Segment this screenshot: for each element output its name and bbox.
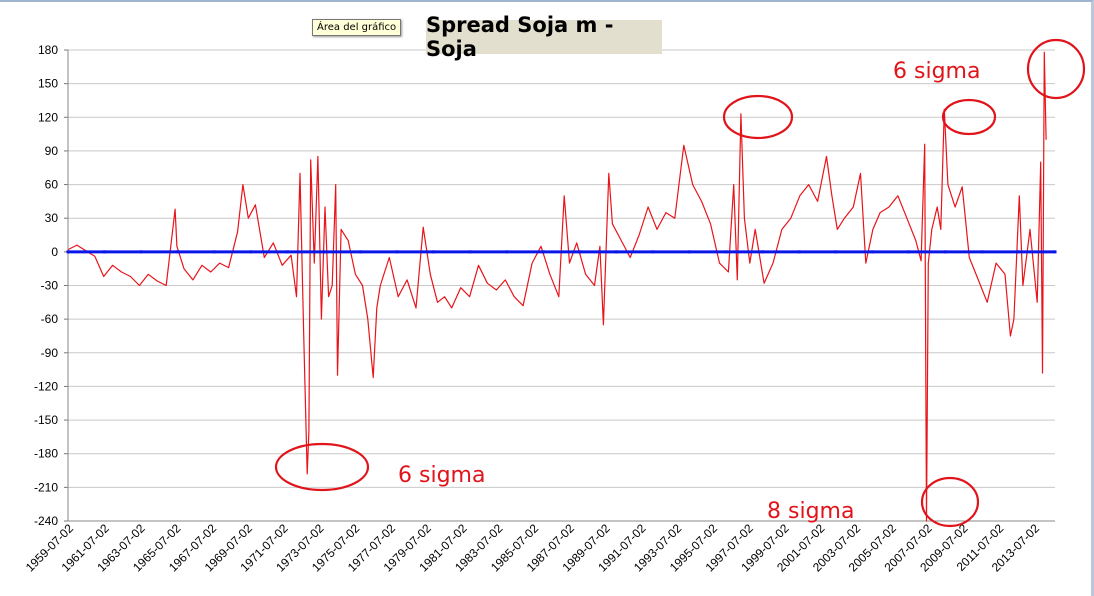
- zero-line-marker: [761, 250, 765, 254]
- zero-line-marker: [578, 250, 582, 254]
- y-tick-label: 180: [38, 43, 58, 57]
- y-tick-label: -210: [34, 480, 58, 494]
- y-tick-label: -240: [34, 514, 58, 528]
- zero-line-marker: [212, 250, 216, 254]
- annotation-label-bottom-left: 6 sigma: [398, 463, 486, 488]
- zero-line-marker: [687, 250, 691, 254]
- zero-line-marker: [614, 250, 618, 254]
- annotation-ellipses: [274, 38, 1086, 528]
- y-tick-label: 30: [45, 211, 59, 225]
- annotation-label-bottom-right: 8 sigma: [767, 499, 855, 524]
- zero-line-marker: [907, 250, 911, 254]
- y-tick-label: 60: [45, 178, 59, 192]
- y-tick-label: 120: [38, 110, 58, 124]
- zero-line-marker: [724, 250, 728, 254]
- annotation-ellipse-peak-1997: [722, 94, 794, 140]
- annotation-label-top: 6 sigma: [893, 59, 981, 84]
- zero-line-marker: [432, 250, 436, 254]
- y-axis-ticks: 180 150 120 90 60 30 0 -30 -60 -90 -120 -150 -180 -21…: [34, 43, 58, 528]
- annotation-ellipse-low-2007: [920, 476, 980, 528]
- zero-line-marker: [980, 250, 984, 254]
- zero-line-marker: [66, 250, 70, 254]
- zero-line-marker: [870, 250, 874, 254]
- zero-line-marker: [176, 250, 180, 254]
- zero-line-marker: [1053, 250, 1057, 254]
- y-tick-label: -150: [34, 413, 58, 427]
- y-tick-label: -30: [41, 279, 59, 293]
- annotation-ellipse-low-1973: [274, 442, 370, 492]
- zero-line-marker: [541, 250, 545, 254]
- x-axis-ticks: 1959-07-021961-07-021963-07-021965-07-02…: [23, 521, 1043, 575]
- zero-line-marker: [358, 250, 362, 254]
- zero-line-marker: [249, 250, 253, 254]
- y-tick-label: 150: [38, 77, 58, 91]
- zero-line-marker: [468, 250, 472, 254]
- zero-line-marker: [834, 250, 838, 254]
- spread-series-line: [67, 51, 1047, 522]
- series-layer: [66, 51, 1057, 522]
- y-tick-label: -120: [34, 379, 58, 393]
- chart-title: Spread Soja m - Soja: [426, 13, 662, 61]
- y-tick-label: -60: [41, 312, 59, 326]
- zero-line-marker: [103, 250, 107, 254]
- zero-line-marker: [943, 250, 947, 254]
- tooltip: Área del gráfico: [312, 19, 402, 36]
- zero-line-marker: [651, 250, 655, 254]
- y-tick-label: -90: [41, 346, 59, 360]
- y-tick-label: 0: [51, 245, 58, 259]
- annotation-ellipse-peak-2014: [1026, 38, 1086, 100]
- annotation-ellipse-peak-2008: [941, 98, 997, 136]
- zero-line-marker: [322, 250, 326, 254]
- zero-line-marker: [1016, 250, 1020, 254]
- y-tick-label: 90: [45, 144, 59, 158]
- zero-line-marker: [395, 250, 399, 254]
- zero-line-marker: [505, 250, 509, 254]
- zero-line-marker: [797, 250, 801, 254]
- zero-line-marker: [285, 250, 289, 254]
- y-tick-label: -180: [34, 447, 58, 461]
- zero-line-marker: [139, 250, 143, 254]
